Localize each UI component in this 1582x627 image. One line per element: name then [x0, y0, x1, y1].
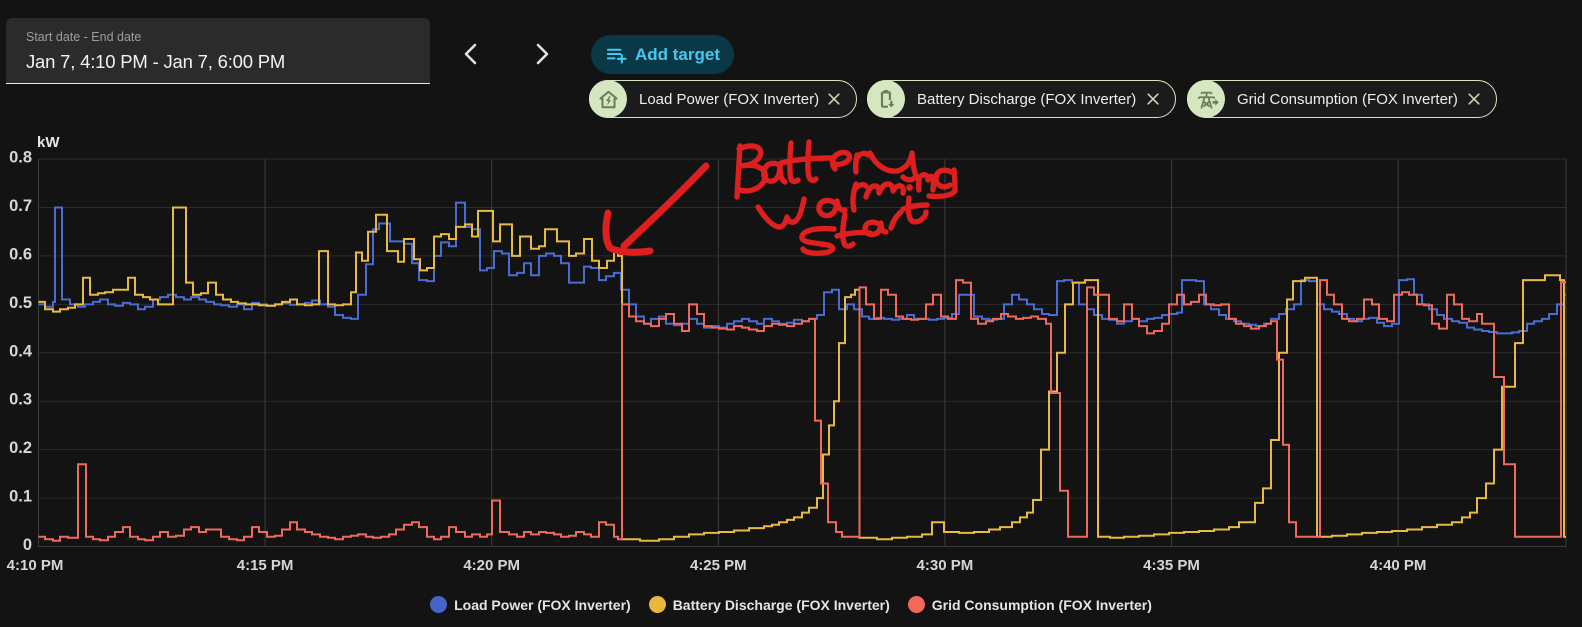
svg-text:0.4: 0.4	[9, 342, 33, 360]
svg-text:0.1: 0.1	[9, 488, 32, 506]
svg-text:4:30 PM: 4:30 PM	[917, 557, 974, 574]
svg-text:4:40 PM: 4:40 PM	[1370, 557, 1427, 574]
svg-text:0.3: 0.3	[9, 391, 32, 409]
svg-text:4:35 PM: 4:35 PM	[1143, 557, 1200, 574]
svg-text:0.8: 0.8	[9, 149, 32, 167]
svg-text:0.6: 0.6	[9, 245, 32, 263]
svg-text:kW: kW	[37, 134, 60, 151]
svg-text:0.7: 0.7	[9, 197, 32, 215]
svg-text:4:10 PM: 4:10 PM	[7, 557, 64, 574]
svg-text:0.2: 0.2	[9, 439, 32, 457]
svg-text:4:25 PM: 4:25 PM	[690, 557, 747, 574]
svg-text:4:15 PM: 4:15 PM	[237, 557, 294, 574]
svg-text:4:20 PM: 4:20 PM	[463, 557, 520, 574]
svg-text:0: 0	[23, 536, 32, 554]
svg-text:0.5: 0.5	[9, 294, 32, 312]
